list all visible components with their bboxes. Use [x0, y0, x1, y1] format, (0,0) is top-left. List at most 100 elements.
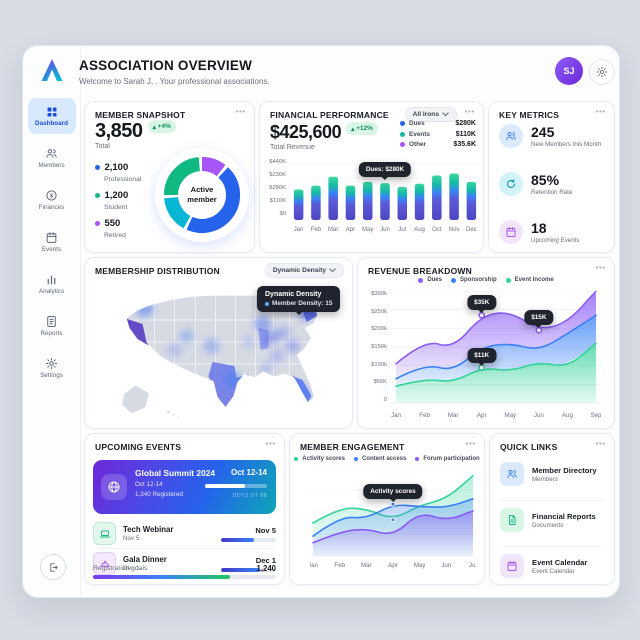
sidebar-item-analytics[interactable]: Analytics: [28, 266, 76, 302]
svg-text:Mar: Mar: [361, 562, 372, 569]
metric-retention: 85% Retention Rate: [499, 172, 572, 196]
y-axis-labels: $300k $250k $200k $150k $100k $50K 0: [371, 291, 387, 403]
filter-dropdown[interactable]: All Irons: [404, 107, 457, 122]
svg-text:May: May: [362, 227, 373, 233]
featured-event-banner[interactable]: Global Summit 2024 Oct 12-14 1,340 Regis…: [93, 460, 276, 514]
trend-up-icon: ▴: [152, 123, 156, 131]
chart-tooltip: $15K: [524, 310, 554, 326]
event-registered: 1,340 Registered: [135, 491, 183, 498]
density-dropdown[interactable]: Dynamic Density: [264, 263, 344, 278]
donut-center-label: Active: [190, 185, 214, 195]
event-progress: [205, 484, 267, 488]
logout-button[interactable]: [40, 554, 66, 580]
avatar[interactable]: SJ: [555, 57, 583, 85]
sidebar-item-label: Reports: [40, 330, 63, 337]
chart-legend: Dues Sponsorship Event Income: [358, 277, 614, 283]
key-metrics-card: KEY METRICS ••• 245 New Members this Mont…: [488, 101, 615, 253]
svg-text:Jun: Jun: [441, 562, 452, 569]
event-row-gala-dinner[interactable]: Gala Dinner Dec 1 Dec 1: [93, 552, 276, 575]
svg-text:Aug: Aug: [414, 227, 425, 233]
upcoming-events-card: UPCOMING EVENTS ••• Global Summit 2024 O…: [84, 433, 285, 585]
svg-text:Mar: Mar: [328, 227, 338, 233]
trend-badge: ▴ +4%: [147, 120, 176, 133]
total-label: Total: [95, 143, 110, 150]
svg-text:Apr: Apr: [388, 562, 398, 569]
report-icon: [47, 316, 56, 327]
revenue-label: Total Revenue: [270, 144, 315, 151]
finances-icon: $: [46, 190, 57, 201]
gear-icon: [596, 66, 608, 78]
settings-button[interactable]: [589, 59, 615, 85]
page-subtitle: Welcome to Sarah J. . Your professional …: [79, 77, 270, 86]
event-name: Global Summit 2024: [135, 468, 216, 478]
page-title: ASSOCIATION OVERVIEW: [79, 58, 253, 73]
card-title: MEMBER SNAPSHOT: [95, 110, 186, 120]
quick-link-label: Member Directory: [532, 465, 597, 475]
event-date: Nov 5: [123, 535, 140, 542]
event-date-right: Nov 5: [255, 525, 276, 535]
sidebar-item-label: Finances: [38, 204, 65, 211]
members-icon: [507, 469, 517, 478]
more-options-button[interactable]: •••: [595, 109, 606, 116]
sidebar-item-members[interactable]: Members: [28, 140, 76, 176]
trend-badge: ▴ +12%: [346, 122, 378, 135]
more-options-button[interactable]: •••: [235, 109, 246, 116]
more-options-button[interactable]: •••: [595, 265, 606, 272]
chevron-down-icon: [329, 268, 336, 273]
svg-text:Dec: Dec: [466, 227, 477, 233]
alaska-shape: [120, 384, 151, 415]
metric-value: 18: [531, 219, 547, 236]
quick-link-sub: Documents: [532, 521, 564, 529]
quick-link-financial-reports[interactable]: Financial Reports Documents: [500, 508, 606, 532]
sidebar-item-dashboard[interactable]: Dashboard: [27, 98, 76, 134]
svg-text:Sep: Sep: [590, 412, 601, 419]
svg-text:Apr: Apr: [477, 412, 487, 419]
chart-tooltip: Dues: $280K: [358, 162, 412, 177]
card-title: MEMBER ENGAGEMENT: [300, 442, 405, 452]
quick-link-event-calendar[interactable]: Event Calendar Event Calendar: [500, 554, 606, 578]
y-axis-labels: [292, 468, 306, 556]
calendar-icon: [46, 232, 57, 243]
svg-text:$: $: [50, 193, 53, 199]
more-options-button[interactable]: •••: [265, 441, 276, 448]
card-title: FINANCIAL PERFORMANCE: [270, 110, 389, 120]
more-options-button[interactable]: •••: [595, 441, 606, 448]
sidebar-item-label: Events: [41, 246, 62, 253]
svg-text:Feb: Feb: [419, 412, 430, 419]
globe-icon: [101, 474, 127, 500]
app-logo-icon: [41, 59, 63, 81]
refresh-icon: [507, 179, 515, 188]
svg-text:Jun: Jun: [380, 227, 390, 233]
trend-up-icon: ▴: [351, 125, 355, 133]
more-options-button[interactable]: •••: [464, 109, 475, 116]
metric-label: Upcoming Events: [531, 236, 580, 244]
total-members-value: 3,850: [95, 120, 143, 142]
more-options-button[interactable]: •••: [465, 441, 476, 448]
card-title: MEMBERSHIP DISTRIBUTION: [95, 266, 220, 276]
sidebar-item-reports[interactable]: Reports: [28, 308, 76, 344]
quick-link-member-directory[interactable]: Member Directory Members: [500, 462, 606, 486]
legend-item-retired: 550 Retired: [95, 213, 126, 239]
metric-label: New Members this Month: [531, 140, 602, 148]
document-icon: [509, 515, 516, 525]
metric-value: 245: [531, 123, 555, 140]
svg-text:Aug: Aug: [562, 412, 574, 419]
event-name: Tech Webinar: [123, 525, 174, 534]
map-tooltip: Dynamic Density Member Density: 15: [257, 286, 341, 312]
chevron-down-icon: [442, 112, 449, 117]
legend-item-professional: 2,100 Professional: [95, 157, 141, 183]
event-row-tech-webinar[interactable]: Tech Webinar Nov 5 Nov 5: [93, 522, 276, 545]
revenue-area-chart: Jan Feb Mar Apr May Jun Aug Sep: [391, 291, 601, 419]
sidebar-item-finances[interactable]: $ Finances: [28, 182, 76, 218]
sidebar-item-events[interactable]: Events: [28, 224, 76, 260]
svg-text:Jul: Jul: [469, 562, 476, 569]
svg-text:Feb: Feb: [334, 562, 345, 569]
event-date: Oct 12-14: [135, 481, 163, 488]
card-title: REVENUE BREAKDOWN: [368, 266, 472, 276]
sidebar-item-settings[interactable]: Settings: [28, 350, 76, 386]
event-date: Dec 1: [123, 565, 140, 572]
svg-text:Jan: Jan: [310, 562, 319, 569]
svg-text:Feb: Feb: [311, 227, 322, 233]
registration-goals-label: Registration goals: [93, 565, 148, 572]
metric-label: Retention Rate: [531, 188, 573, 196]
